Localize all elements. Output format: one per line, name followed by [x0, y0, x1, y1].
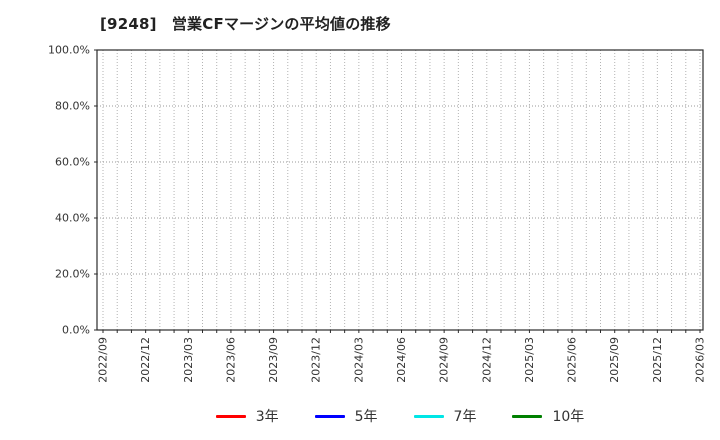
legend: 3年 5年 7年 10年 — [97, 400, 703, 432]
legend-line-swatch — [413, 414, 444, 418]
x-tick-label: 2023/06 — [224, 337, 237, 383]
y-tick-label: 20.0% — [55, 268, 90, 281]
y-tick-label: 80.0% — [55, 100, 90, 113]
x-tick-label: 2025/06 — [566, 337, 579, 383]
legend-label: 5年 — [354, 409, 378, 425]
x-tick-label: 2025/12 — [651, 337, 664, 383]
x-tick-label: 2025/09 — [608, 337, 621, 383]
x-tick-label: 2024/06 — [395, 337, 408, 383]
legend-label: 10年 — [552, 409, 585, 425]
plot-border — [96, 49, 704, 331]
x-tick-label: 2024/03 — [352, 337, 365, 383]
legend-line-swatch — [314, 414, 345, 418]
legend-item: 3年 — [215, 406, 279, 426]
x-tick-label: 2022/09 — [97, 337, 110, 383]
x-tick-label: 2023/09 — [267, 337, 280, 383]
legend-item: 7年 — [413, 406, 477, 426]
legend-label: 3年 — [255, 409, 279, 425]
legend-line-swatch — [512, 414, 543, 418]
x-tick-label: 2025/03 — [523, 337, 536, 383]
y-tick-label: 60.0% — [55, 156, 90, 169]
x-tick-label: 2026/03 — [694, 337, 707, 383]
y-tick-label: 40.0% — [55, 212, 90, 225]
legend-item: 5年 — [314, 406, 378, 426]
y-tick-label: 0.0% — [62, 324, 90, 337]
y-tick-label: 100.0% — [48, 44, 90, 57]
legend-label: 7年 — [453, 409, 477, 425]
chart-title: [9248] 営業CFマージンの平均値の推移 — [100, 15, 391, 33]
x-tick-label: 2023/03 — [182, 337, 195, 383]
x-tick-label: 2024/09 — [438, 337, 451, 383]
legend-item: 10年 — [512, 406, 584, 426]
legend-line-swatch — [215, 414, 246, 418]
x-tick-label: 2024/12 — [480, 337, 493, 383]
x-tick-label: 2023/12 — [310, 337, 323, 383]
x-tick-label: 2022/12 — [139, 337, 152, 383]
